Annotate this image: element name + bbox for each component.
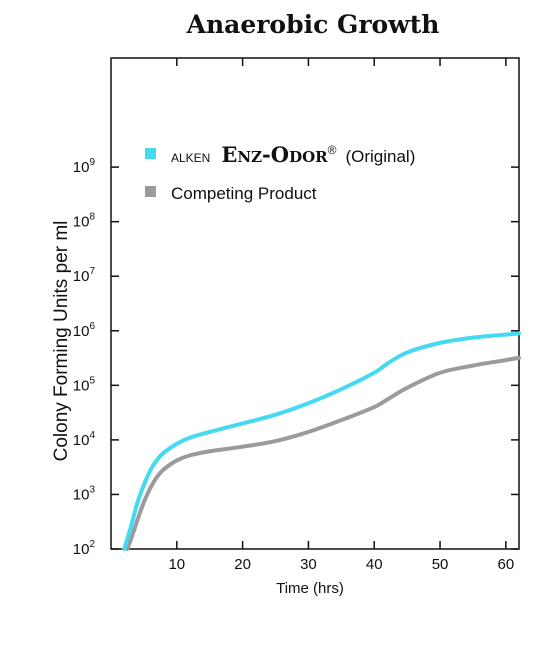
x-tick-label: 40 [366,556,383,573]
x-axis-label: Time (hrs) [276,580,344,597]
y-tick-label: 104 [73,430,96,449]
plot-frame [110,57,520,550]
x-tick-label: 50 [432,556,449,573]
legend-registered-mark: ® [328,143,337,157]
x-tick-label: 10 [168,556,185,573]
y-tick-label: 108 [73,212,96,231]
x-tick-label: 20 [234,556,251,573]
series-line-competing [125,355,521,551]
x-tick-label: 30 [300,556,317,573]
chart-title: Anaerobic Growth [186,10,440,39]
y-axis: 102 103 104 105 106 107 108 109 [73,157,519,558]
x-tick-label: 60 [497,556,514,573]
x-axis: 10 20 30 40 50 60 [168,58,514,573]
y-tick-label: 103 [73,484,96,503]
legend-brand-dor: DOR [289,148,328,166]
legend-suffix: (Original) [345,147,415,166]
y-tick-label: 106 [73,321,96,340]
y-tick-label: 109 [73,157,96,176]
series-line-original [122,331,521,551]
legend-brand-e: E [221,142,237,167]
legend-brand-nz: NZ [237,148,262,166]
y-tick-label: 105 [73,375,96,394]
legend-swatch-original [145,148,156,159]
legend-entry-original: ALKEN ENZ-ODOR® (Original) [171,141,415,167]
y-tick-label: 102 [73,539,96,558]
legend: ALKEN ENZ-ODOR® (Original) Competing Pro… [145,141,415,203]
legend-entry-competing: Competing Product [171,184,317,203]
legend-brand-dash: - [262,142,271,167]
y-tick-label: 107 [73,266,96,285]
legend-brand-o: O [271,142,289,167]
legend-prefix: ALKEN [171,151,210,165]
series-layer [122,331,521,551]
y-axis-label: Colony Forming Units per ml [51,221,72,462]
legend-swatch-competing [145,186,156,197]
